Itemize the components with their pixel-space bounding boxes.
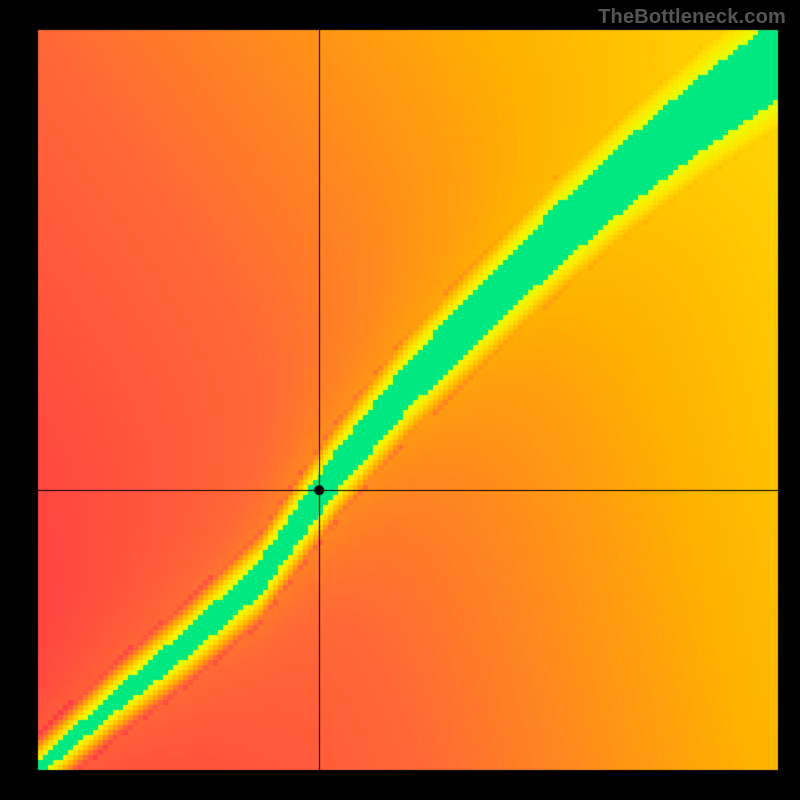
watermark-text: TheBottleneck.com [598,6,786,29]
bottleneck-heatmap [0,0,800,800]
chart-container: { "meta": { "watermark_text": "TheBottle… [0,0,800,800]
